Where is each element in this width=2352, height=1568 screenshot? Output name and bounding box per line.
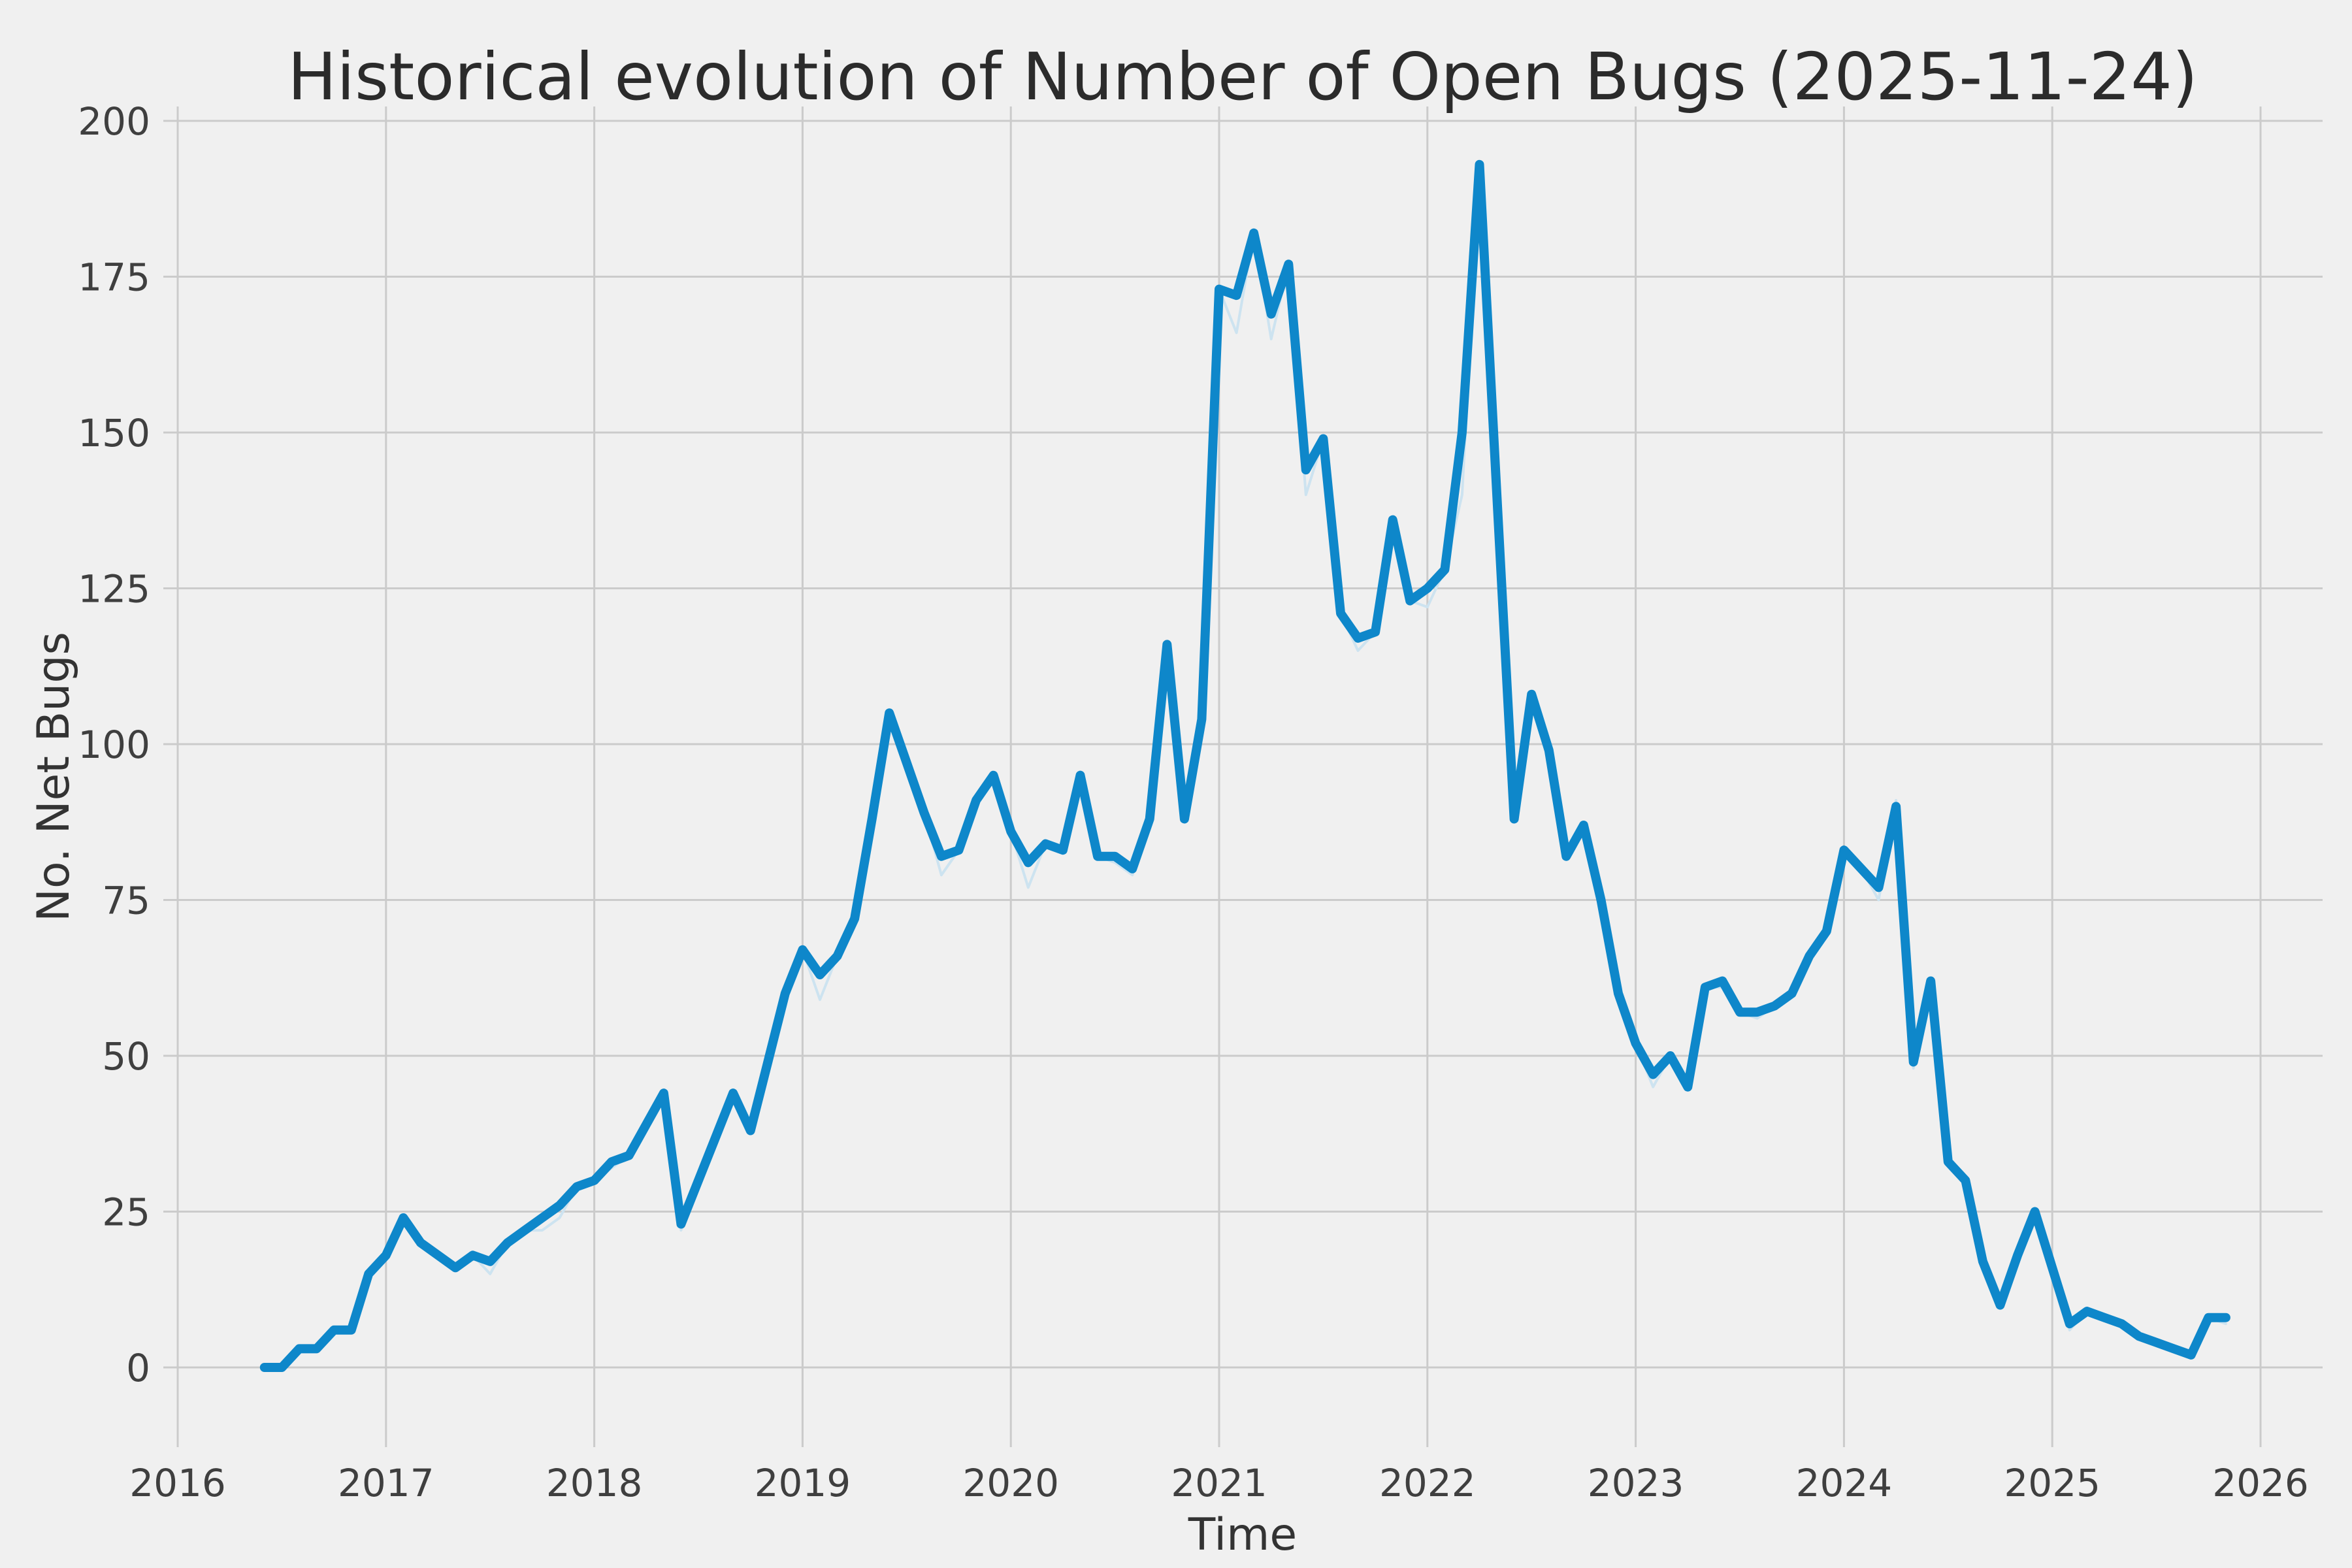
chart-title: Historical evolution of Number of Open B… bbox=[287, 39, 2198, 115]
x-tick-label: 2025 bbox=[2004, 1461, 2100, 1505]
y-tick-label: 100 bbox=[78, 723, 150, 767]
x-tick-label: 2016 bbox=[129, 1461, 226, 1505]
y-tick-label: 50 bbox=[102, 1034, 150, 1079]
tick-labels: 2016 2017 2018 2019 2020 2021 2022 2023 2024 2025… bbox=[78, 99, 2309, 1505]
x-tick-label: 2017 bbox=[338, 1461, 434, 1505]
y-tick-label: 175 bbox=[78, 255, 150, 300]
x-tick-label: 2022 bbox=[1379, 1461, 1476, 1505]
x-tick-label: 2023 bbox=[1588, 1461, 1684, 1505]
x-axis-label: Time bbox=[1188, 1509, 1297, 1561]
x-tick-label: 2024 bbox=[1796, 1461, 1893, 1505]
y-axis-label: No. Net Bugs bbox=[28, 632, 80, 922]
x-tick-label: 2019 bbox=[755, 1461, 851, 1505]
y-tick-label: 150 bbox=[78, 411, 150, 455]
y-tick-label: 25 bbox=[102, 1190, 150, 1235]
x-tick-label: 2018 bbox=[546, 1461, 643, 1505]
x-tick-label: 2021 bbox=[1171, 1461, 1267, 1505]
x-tick-label: 2026 bbox=[2212, 1461, 2309, 1505]
data-lines bbox=[259, 159, 2230, 1372]
x-tick-label: 2020 bbox=[962, 1461, 1059, 1505]
y-tick-label: 0 bbox=[126, 1346, 150, 1390]
y-tick-label: 125 bbox=[78, 567, 150, 612]
net-open-bugs-smoothed-line bbox=[259, 159, 2230, 1372]
y-tick-label: 75 bbox=[102, 879, 150, 923]
y-tick-label: 200 bbox=[78, 99, 150, 144]
gridlines bbox=[163, 106, 2323, 1447]
